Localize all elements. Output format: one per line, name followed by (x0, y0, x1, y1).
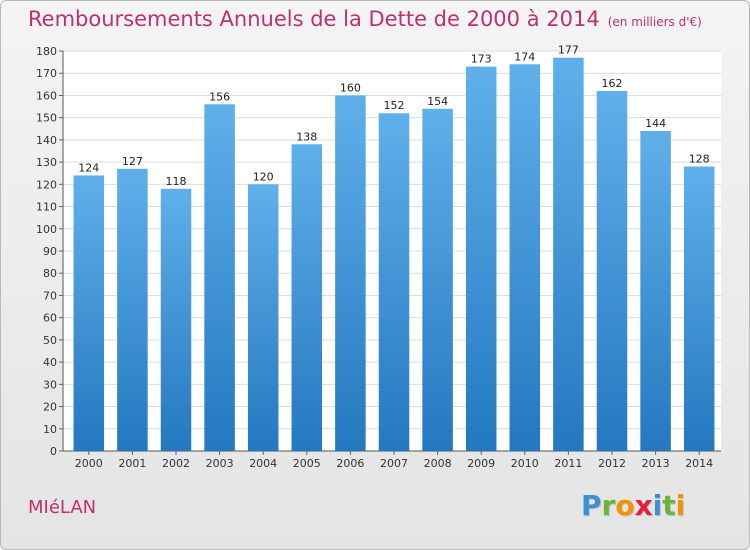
y-tick-label: 70 (43, 289, 57, 302)
title-text: Remboursements Annuels de la Dette de 20… (28, 7, 600, 31)
bar-2011 (553, 57, 584, 452)
y-tick-label: 120 (36, 178, 57, 191)
bar-2010 (509, 64, 541, 452)
bar-2008 (422, 108, 453, 452)
bar-2012 (596, 91, 628, 451)
bar-2001 (117, 168, 148, 451)
y-tick-label: 10 (43, 423, 57, 436)
x-tick-label-2003: 2003 (206, 457, 234, 470)
commune-name: MIéLAN (28, 497, 97, 518)
logo-letter: r (601, 489, 616, 522)
x-tick-label-2005: 2005 (293, 457, 321, 470)
data-label-2005: 138 (296, 130, 317, 143)
x-tick-label-2001: 2001 (118, 457, 146, 470)
logo-letter: P (581, 489, 602, 522)
data-label-2008: 154 (427, 95, 448, 108)
data-label-2011: 177 (558, 44, 579, 57)
y-tick-label: 180 (36, 45, 57, 58)
x-tick-label-2010: 2010 (511, 457, 539, 470)
data-label-2001: 127 (122, 155, 143, 168)
data-label-2004: 120 (253, 170, 274, 183)
y-tick-label: 170 (36, 67, 57, 80)
x-tick-label-2004: 2004 (249, 457, 277, 470)
bar-2003 (204, 104, 235, 451)
y-tick-label: 150 (36, 112, 57, 125)
data-label-2009: 173 (471, 53, 492, 66)
x-tick-label-2002: 2002 (162, 457, 190, 470)
y-tick-label: 0 (50, 445, 57, 458)
x-tick-label-2012: 2012 (598, 457, 626, 470)
y-tick-label: 110 (36, 201, 57, 214)
x-tick-label-2011: 2011 (554, 457, 582, 470)
y-tick-label: 130 (36, 156, 57, 169)
y-tick-label: 90 (43, 245, 57, 258)
bar-2005 (291, 144, 323, 452)
data-label-2003: 156 (209, 90, 230, 103)
y-tick-label: 20 (43, 401, 57, 414)
proxiti-logo: Proxiti (581, 489, 685, 522)
logo-letter: t (662, 489, 676, 522)
bar-2013 (640, 131, 671, 451)
y-tick-label: 60 (43, 312, 57, 325)
bar-2007 (378, 113, 410, 451)
y-tick-label: 50 (43, 334, 57, 347)
logo-letter: o (615, 489, 635, 522)
x-tick-label-2008: 2008 (424, 457, 452, 470)
data-label-2010: 174 (514, 50, 535, 63)
x-tick-label-2007: 2007 (380, 457, 408, 470)
y-tick-label: 100 (36, 223, 57, 236)
x-tick-label-2000: 2000 (75, 457, 103, 470)
logo-letter: i (675, 489, 686, 522)
x-tick-label-2014: 2014 (685, 457, 713, 470)
y-tick-label: 160 (36, 89, 57, 102)
data-label-2014: 128 (689, 153, 710, 166)
y-tick-label: 140 (36, 134, 57, 147)
bar-2009 (465, 66, 497, 452)
x-tick-label-2009: 2009 (467, 457, 495, 470)
data-label-2000: 124 (78, 161, 99, 174)
logo-letter: x (634, 489, 653, 522)
data-label-2012: 162 (602, 77, 623, 90)
y-tick-label: 40 (43, 356, 57, 369)
logo-letter: i (652, 489, 663, 522)
bar-2014 (683, 166, 715, 452)
data-label-2007: 152 (384, 99, 405, 112)
bar-2002 (160, 188, 192, 451)
x-tick-label-2006: 2006 (336, 457, 364, 470)
data-label-2013: 144 (645, 117, 666, 130)
x-tick-label-2013: 2013 (642, 457, 670, 470)
bar-2006 (335, 95, 366, 451)
data-label-2006: 160 (340, 81, 361, 94)
title-unit: (en milliers d'€) (607, 15, 702, 29)
bar-2000 (73, 175, 105, 451)
bar-2004 (247, 184, 279, 452)
data-label-2002: 118 (166, 175, 187, 188)
chart-title: Remboursements Annuels de la Dette de 20… (28, 7, 702, 31)
y-tick-label: 30 (43, 378, 57, 391)
y-tick-label: 80 (43, 267, 57, 280)
